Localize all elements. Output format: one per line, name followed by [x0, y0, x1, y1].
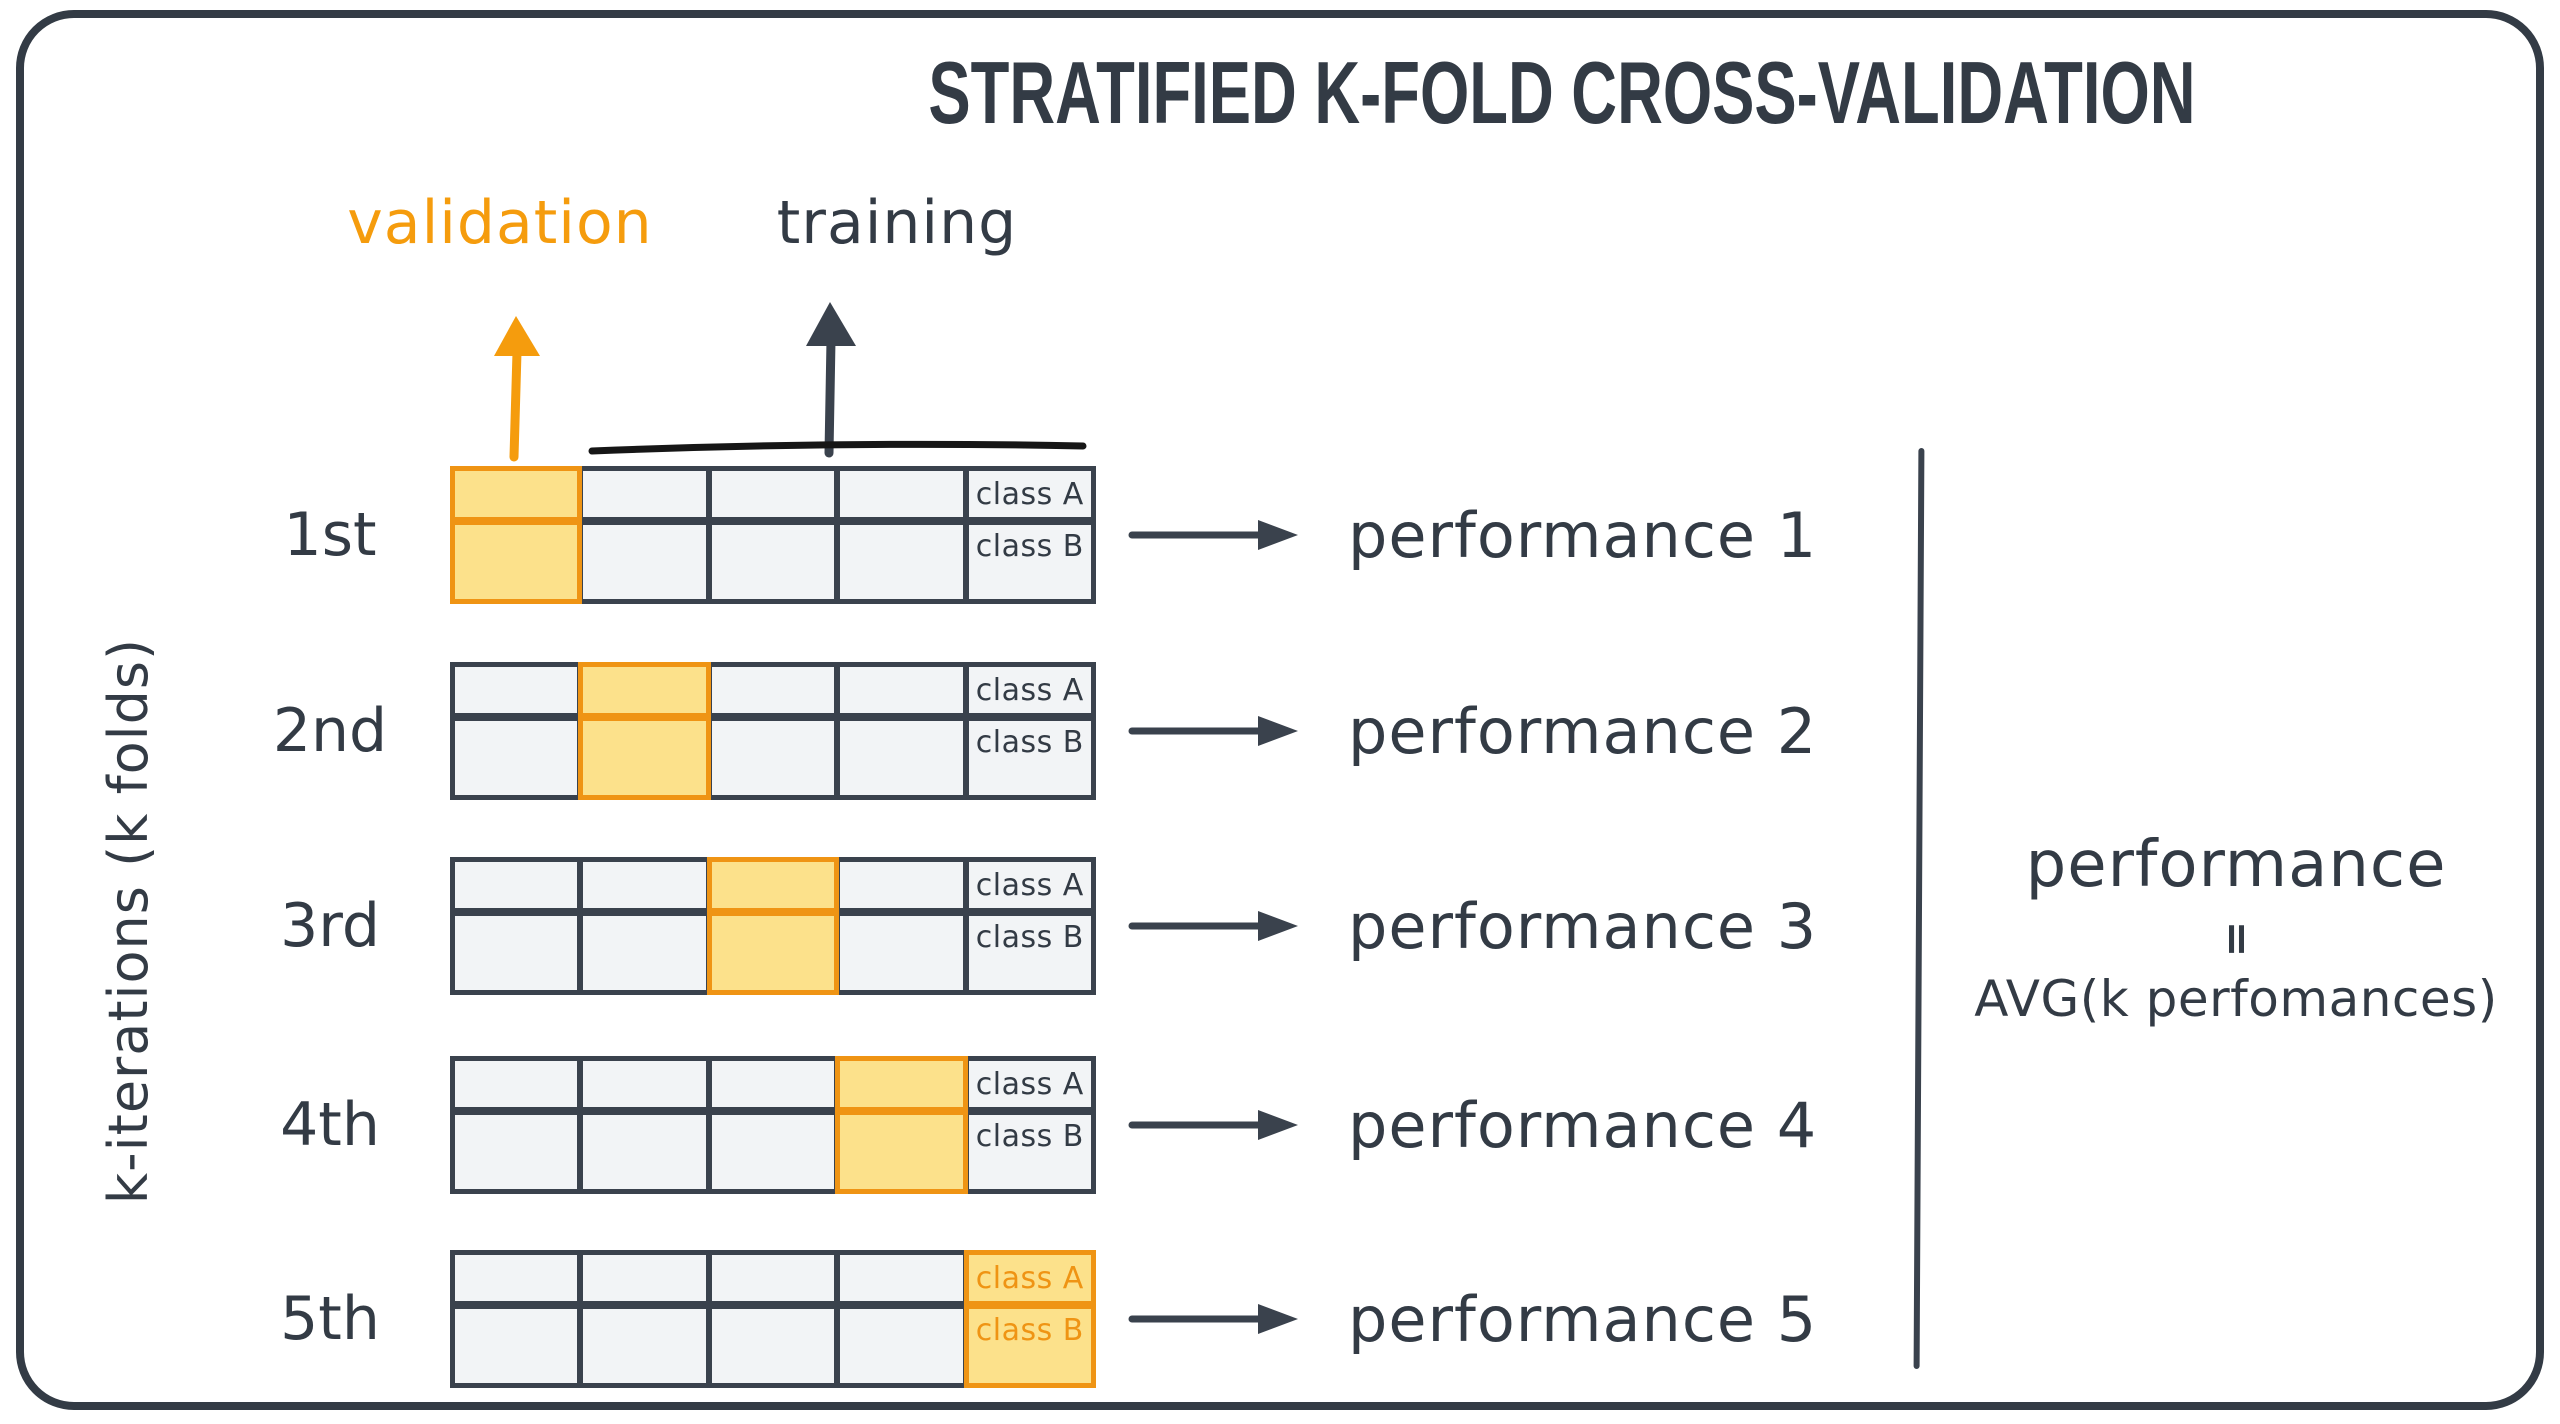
fold-cell-class-a [452, 664, 581, 718]
summary-equals-wrap: = [1936, 902, 2536, 962]
up-arrow-training-icon [806, 302, 856, 458]
fold-cell-class-a [708, 468, 838, 522]
performance-label: performance 5 [1348, 1282, 1818, 1356]
right-arrow-icon [1128, 911, 1298, 941]
frame-border [16, 10, 2544, 1410]
class-label-cell: class A [965, 1058, 1094, 1112]
fold-cell-class-a [580, 1252, 709, 1306]
class-label-cell: class B [965, 913, 1094, 993]
class-label-cell: class B [965, 522, 1094, 602]
validation-fold-cell [706, 857, 840, 915]
fold-cell-class-b [837, 1306, 966, 1386]
equals-rotated-glyph: = [2211, 920, 2262, 958]
iteration-label: 4th [280, 1090, 380, 1160]
legend-training-label: training [776, 188, 1018, 258]
class-label-cell: class A [965, 468, 1094, 522]
validation-fold-cell [578, 716, 711, 800]
iteration-label: 1st [283, 500, 377, 570]
fold-cell-class-a [708, 1058, 838, 1112]
validation-fold-cell [449, 520, 583, 604]
performance-label: performance 2 [1348, 694, 1818, 768]
validation-fold-cell [449, 466, 583, 524]
iteration-label: 5th [280, 1284, 380, 1354]
fold-cell-class-b [708, 1306, 838, 1386]
right-arrow-icon [1128, 1304, 1298, 1334]
fold-cell-class-b [837, 913, 966, 993]
iteration-label: 3rd [280, 891, 380, 961]
fold-cell-class-a [837, 1252, 966, 1306]
class-label-cell: class B [965, 718, 1094, 798]
fold-cell-class-b [580, 1112, 709, 1192]
training-overline [588, 440, 1087, 455]
fold-cell-class-b [837, 522, 966, 602]
fold-cell-class-b [708, 718, 838, 798]
fold-cell-class-a [837, 664, 966, 718]
performance-label: performance 4 [1348, 1088, 1818, 1162]
fold-cell-class-a [580, 468, 709, 522]
class-label-cell: class A [965, 664, 1094, 718]
legend-validation-label: validation [347, 188, 653, 258]
fold-cell-class-b [708, 522, 838, 602]
validation-fold-cell [578, 662, 711, 720]
right-arrow-icon [1128, 716, 1298, 746]
fold-cell-class-b [452, 1306, 581, 1386]
fold-cell-class-a [708, 1252, 838, 1306]
validation-fold-cell [706, 911, 840, 995]
validation-fold-cell [835, 1110, 968, 1194]
fold-cell-class-b [580, 522, 709, 602]
fold-cell-class-a [452, 859, 581, 913]
summary-performance-text: performance [2025, 828, 2447, 902]
fold-cell-class-a [580, 1058, 709, 1112]
class-label-cell: class A [965, 859, 1094, 913]
fold-cell-class-a [708, 664, 838, 718]
performance-label: performance 1 [1348, 498, 1818, 572]
summary-avg-text: AVG(k perfomances) [1974, 970, 2498, 1028]
fold-cell-class-b [452, 718, 581, 798]
right-arrow-icon [1128, 1110, 1298, 1140]
fold-cell-class-b [452, 913, 581, 993]
fold-cell-class-a [452, 1058, 581, 1112]
fold-cell-class-a [580, 859, 709, 913]
fold-cell-class-b [580, 913, 709, 993]
iteration-label: 2nd [272, 696, 388, 766]
summary-formula: performance = AVG(k perfomances) [1936, 828, 2536, 1028]
up-arrow-validation-icon [494, 316, 540, 462]
performance-label: performance 3 [1348, 889, 1818, 963]
fold-cell-class-a [837, 859, 966, 913]
validation-fold-cell [835, 1056, 968, 1114]
fold-cell-class-b [837, 718, 966, 798]
page-title: STRATIFIED K-FOLD CROSS-VALIDATION [928, 43, 2196, 142]
fold-cell-class-a [837, 468, 966, 522]
validation-fold-cell: class A [963, 1250, 1096, 1308]
legend-arrows-group [494, 302, 1087, 462]
class-label-cell: class B [965, 1112, 1094, 1192]
fold-cell-class-b [580, 1306, 709, 1386]
fold-cell-class-b [452, 1112, 581, 1192]
fold-cell-class-b [708, 1112, 838, 1192]
right-arrow-icon [1128, 520, 1298, 550]
validation-fold-cell: class B [963, 1304, 1096, 1388]
fold-cell-class-a [452, 1252, 581, 1306]
